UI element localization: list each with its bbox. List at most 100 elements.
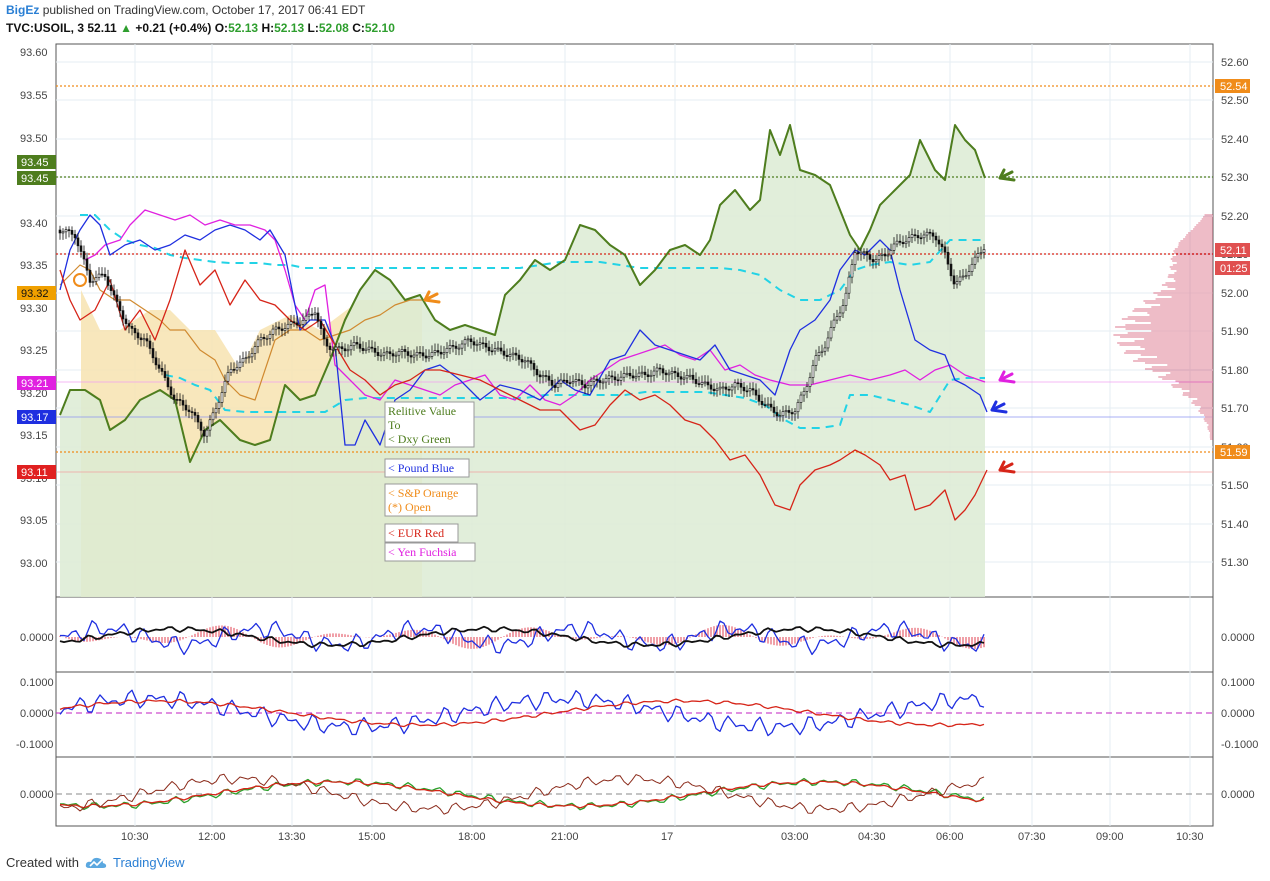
legend-text: < S&P Orange	[388, 486, 458, 500]
candle-body	[130, 325, 134, 329]
candle-body	[148, 340, 152, 349]
candle-body	[757, 394, 761, 402]
candle-body	[418, 352, 422, 354]
legend-text: < Yen Fuchsia	[388, 545, 457, 559]
candle-body	[403, 349, 407, 352]
candle-body	[655, 367, 659, 372]
candle-body	[295, 322, 299, 326]
left-tick-label: 93.30	[20, 303, 48, 315]
candle-body	[652, 370, 656, 376]
candle-body	[664, 372, 668, 376]
left-tick-label: 93.20	[20, 388, 48, 400]
candle-body	[133, 328, 137, 334]
candle-body	[439, 351, 443, 355]
candle-body	[697, 383, 701, 385]
osc2-left-tick: 0.0000	[20, 708, 54, 720]
candle-body	[259, 337, 263, 341]
candle-body	[844, 292, 848, 306]
candle-body	[163, 371, 167, 378]
created-with-text: Created with	[6, 855, 79, 870]
candle-body	[646, 374, 650, 377]
candle-body	[229, 369, 233, 373]
left-tick-label: 93.05	[20, 515, 48, 527]
candle-body	[394, 354, 398, 357]
candle-body	[460, 343, 464, 349]
oscillator-panel-3	[55, 756, 1214, 827]
candle-body	[643, 371, 647, 376]
ohlc-header: TVC:USOIL, 3 52.11 ▲ +0.21 (+0.4%) O:52.…	[6, 21, 395, 35]
candle-body	[142, 338, 146, 341]
candle-body	[502, 350, 506, 356]
right-price-badge-text: 52.11	[1220, 245, 1247, 257]
candle-body	[112, 290, 116, 296]
eur-line	[59, 249, 988, 521]
candle-body	[391, 353, 395, 357]
candle-body	[406, 351, 410, 356]
candles	[58, 225, 986, 444]
candle-body	[571, 381, 575, 384]
candle-body	[610, 375, 614, 378]
candle-body	[511, 352, 515, 356]
sp-arrow-icon	[423, 290, 441, 304]
legend-text: < EUR Red	[388, 526, 444, 540]
candle-body	[373, 347, 377, 353]
candle-body	[424, 355, 428, 359]
candle-body	[535, 369, 539, 376]
legend-text: (*) Open	[388, 500, 431, 514]
candle-body	[943, 246, 947, 253]
candle-body	[775, 412, 779, 417]
candle-body	[349, 345, 353, 351]
candle-body	[847, 276, 851, 294]
candle-body	[499, 347, 503, 352]
candle-body	[637, 372, 641, 377]
candle-body	[433, 350, 437, 353]
candle-body	[289, 321, 293, 325]
right-price-badge	[1215, 243, 1250, 257]
left-price-badge-text: 93.32	[21, 288, 49, 300]
candle-body	[802, 391, 806, 396]
candle-body	[661, 368, 665, 374]
candle-body	[268, 333, 272, 339]
tradingview-link[interactable]: TradingView	[112, 855, 185, 870]
candle-body	[553, 385, 557, 388]
candle-body	[466, 338, 470, 341]
candle-body	[709, 384, 713, 390]
legend-text: Relitive Value	[388, 404, 456, 418]
high-label: H:	[261, 21, 275, 35]
candle-body	[619, 376, 623, 381]
candle-body	[865, 251, 869, 255]
x-tick-label: 06:00	[936, 831, 964, 843]
pound-arrow-icon	[990, 400, 1008, 414]
candle-body	[361, 348, 365, 351]
legend-box	[384, 542, 476, 562]
osc2-left-tick: 0.1000	[20, 677, 54, 689]
last-price: 52.11	[87, 21, 117, 35]
candle-body	[310, 313, 314, 316]
candle-body	[688, 374, 692, 377]
candle-body	[604, 378, 608, 383]
candle-body	[157, 364, 161, 369]
x-tick-label: 17	[661, 831, 673, 843]
candle-body	[325, 338, 329, 347]
candle-body	[616, 379, 620, 382]
candle-body	[253, 346, 257, 354]
candle-body	[199, 421, 203, 431]
candle-body	[727, 388, 731, 391]
candle-body	[286, 323, 290, 329]
candle-body	[385, 351, 389, 354]
candle-body	[634, 376, 638, 379]
change-value: +0.21 (+0.4%)	[135, 21, 212, 35]
candle-body	[523, 360, 527, 363]
candle-body	[220, 392, 224, 403]
candle-body	[925, 231, 929, 236]
candle-body	[583, 384, 587, 389]
right-tick-label: 51.30	[1221, 557, 1249, 569]
candle-body	[538, 374, 542, 378]
osc2-right-tick: -0.1000	[1221, 739, 1258, 751]
candle-body	[67, 229, 71, 231]
author-link[interactable]: BigEz	[6, 3, 40, 17]
candle-body	[907, 237, 911, 243]
candle-body	[916, 235, 920, 239]
right-price-badge-text: 52.54	[1220, 81, 1248, 93]
